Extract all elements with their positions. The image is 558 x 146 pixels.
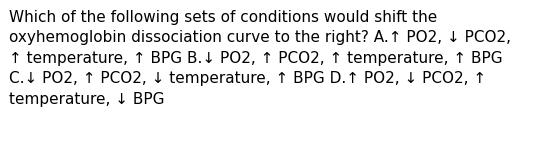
Text: Which of the following sets of conditions would shift the
oxyhemoglobin dissocia: Which of the following sets of condition…	[9, 10, 511, 107]
